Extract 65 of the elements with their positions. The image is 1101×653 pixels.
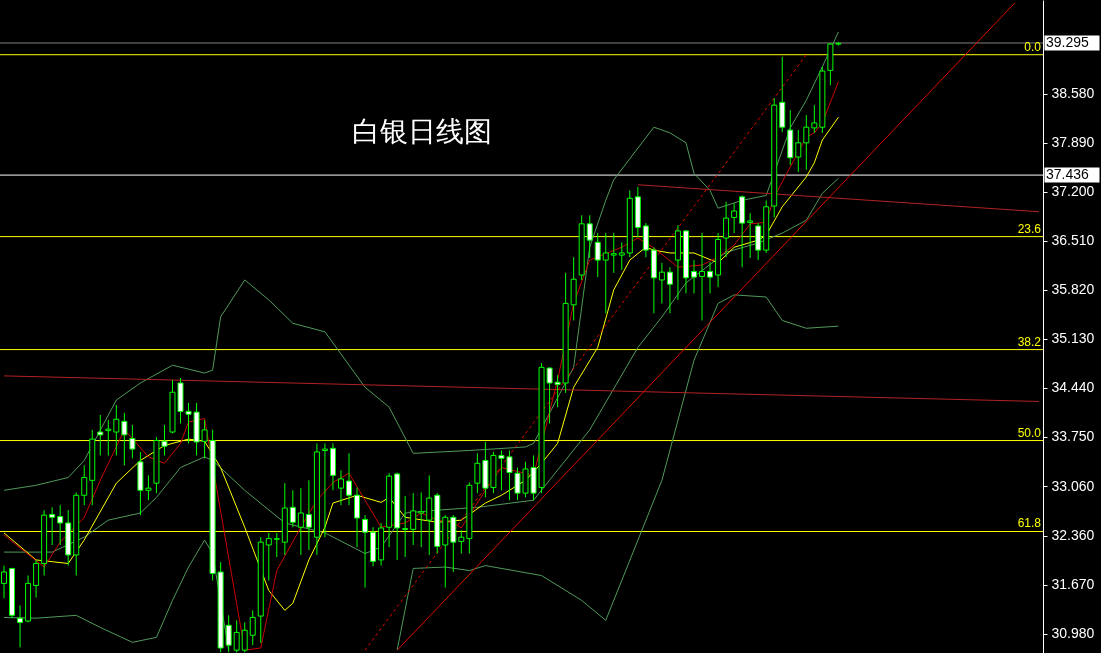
annotation: 61.8 [1017,516,1042,531]
annotation: 0.0 [1024,39,1042,54]
candlestick [321,442,328,538]
text: 白银日线图 [352,115,492,148]
candlestick [346,452,352,506]
candlestick [97,414,104,456]
candlestick [113,404,120,456]
line-series [3,31,839,491]
candlestick [337,469,344,506]
candlestick [354,486,361,548]
candlestick [691,259,697,294]
y-tick-label: 34.440 [1051,379,1095,396]
candlestick [81,464,88,506]
candlestick [594,232,601,278]
candlestick [57,504,64,546]
candlestick [305,479,312,551]
candlestick [410,492,417,546]
line-series [396,294,839,651]
candlestick [49,506,56,546]
candlestick [618,241,625,271]
candlestick [402,495,409,558]
y-tick-label: 37.200 [1051,183,1095,200]
ref-line-label: 37.436 [1046,166,1090,183]
annotation: 38.2 [1017,334,1042,349]
candlestick [795,129,802,173]
candlestick [33,559,40,599]
candlestick [129,424,136,459]
y-tick-label: 36.510 [1051,232,1095,249]
candlestick [747,212,754,259]
candlestick [610,232,617,274]
candlestick [731,202,738,234]
y-tick-label: 33.750 [1051,428,1095,445]
candlestick [458,529,465,555]
candlestick [658,262,665,304]
candlestick [362,514,369,589]
line-series [3,177,839,555]
y-tick-label: 35.820 [1051,281,1095,298]
annotation: 50.0 [1017,425,1042,440]
annotation: 23.6 [1017,221,1042,236]
ref-line-label: 39.295 [1046,33,1090,50]
y-tick-label: 32.360 [1051,527,1095,544]
candlestick [265,532,272,582]
candlestick [803,114,810,171]
candlestick [707,261,714,294]
candlestick [297,487,304,556]
candlestick [602,232,609,314]
candlestick [666,266,673,314]
candlestick [17,604,24,648]
candlestick [426,474,433,556]
y-tick-label: 35.130 [1051,330,1095,347]
candlestick [723,201,730,258]
candlestick [273,532,280,558]
candlestick [586,214,593,259]
y-tick-label: 38.580 [1051,85,1095,102]
candlestick [249,609,256,646]
y-tick-label: 37.890 [1051,134,1095,151]
y-tick-label: 33.060 [1051,477,1095,494]
candlestick [225,614,232,653]
candlestick [699,232,706,321]
candlestick [811,104,818,134]
y-tick-label: 30.980 [1051,625,1095,642]
y-tick-label: 31.670 [1051,576,1095,593]
candlestick [289,489,296,528]
candlestick [418,491,425,548]
candlestick [121,412,128,466]
